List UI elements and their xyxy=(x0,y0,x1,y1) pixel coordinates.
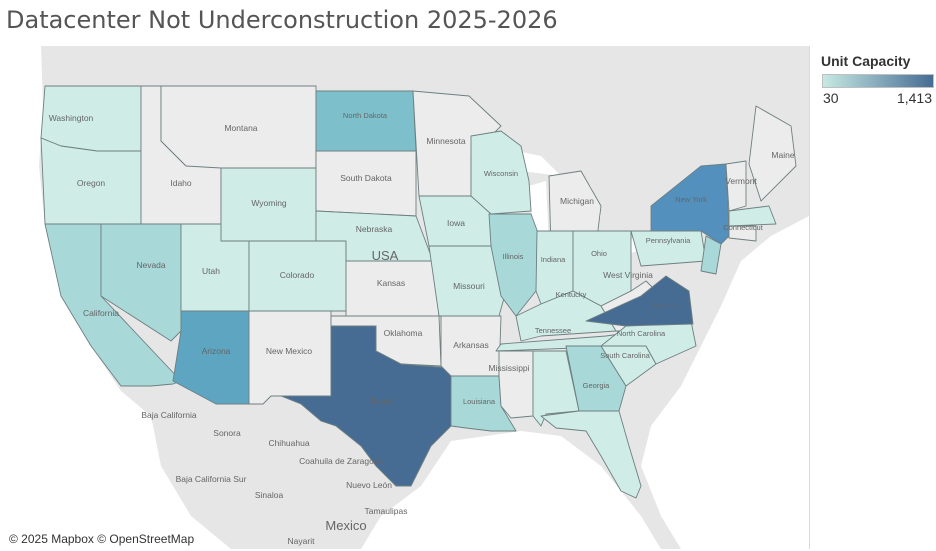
map-attribution[interactable]: © 2025 Mapbox © OpenStreetMap xyxy=(6,532,198,546)
state-vermont[interactable] xyxy=(725,160,747,212)
label-illinois: Illinois xyxy=(503,252,524,261)
label-colorado: Colorado xyxy=(280,270,315,280)
label-california: California xyxy=(83,308,119,318)
label-pennsylvania: Pennsylvania xyxy=(646,236,691,245)
map-title: Datacenter Not Underconstruction 2025-20… xyxy=(6,6,558,34)
label-coahuila: Coahuila de Zaragoza xyxy=(299,456,383,466)
label-tennessee: Tennessee xyxy=(535,326,571,335)
label-connecticut: Connecticut xyxy=(723,223,764,232)
label-indiana: Indiana xyxy=(541,255,566,264)
state-illinois[interactable] xyxy=(488,213,542,317)
atlantic-ocean xyxy=(641,216,809,549)
label-new-mexico: New Mexico xyxy=(266,346,313,356)
map-labels: Washington Oregon California Nevada Idah… xyxy=(49,111,795,546)
label-tamaulipas: Tamaulipas xyxy=(365,506,408,516)
label-west-virginia: West Virginia xyxy=(603,270,653,280)
legend-min-value: 30 xyxy=(823,90,839,106)
label-sinaloa: Sinaloa xyxy=(255,490,284,500)
label-north-carolina: North Carolina xyxy=(617,329,666,338)
state-alabama[interactable] xyxy=(532,350,580,427)
label-arizona: Arizona xyxy=(202,346,231,356)
label-wisconsin: Wisconsin xyxy=(484,169,518,178)
state-virginia[interactable] xyxy=(585,275,694,327)
state-connecticut[interactable] xyxy=(728,225,757,242)
state-new-york[interactable] xyxy=(650,163,730,245)
label-maine: Maine xyxy=(771,150,794,160)
label-sonora: Sonora xyxy=(213,428,241,438)
label-michigan: Michigan xyxy=(560,196,594,206)
state-north-dakota[interactable] xyxy=(315,90,417,152)
states-layer xyxy=(40,85,797,499)
label-oregon: Oregon xyxy=(77,178,106,188)
label-montana: Montana xyxy=(224,123,257,133)
legend-color-ramp xyxy=(822,74,934,88)
label-nevada: Nevada xyxy=(136,260,166,270)
label-north-dakota: North Dakota xyxy=(343,111,388,120)
state-florida[interactable] xyxy=(540,410,642,499)
label-arkansas: Arkansas xyxy=(453,340,488,350)
label-new-york: New York xyxy=(675,195,707,204)
label-ohio: Ohio xyxy=(591,249,607,258)
us-map[interactable]: Washington Oregon California Nevada Idah… xyxy=(1,46,809,549)
label-mississippi: Mississippi xyxy=(488,363,529,373)
label-south-dakota: South Dakota xyxy=(340,173,392,183)
label-mexico: Mexico xyxy=(325,518,366,533)
label-usa: USA xyxy=(372,248,399,263)
state-massachusetts[interactable] xyxy=(728,205,777,227)
map-canvas[interactable]: Washington Oregon California Nevada Idah… xyxy=(1,46,810,549)
label-wyoming: Wyoming xyxy=(251,198,287,208)
pacific-ocean xyxy=(1,46,231,549)
label-louisiana: Louisiana xyxy=(463,397,496,406)
label-south-carolina: South Carolina xyxy=(600,351,650,360)
legend-max-value: 1,413 xyxy=(896,90,932,106)
label-texas: Texas xyxy=(370,396,392,406)
state-wisconsin[interactable] xyxy=(470,130,532,215)
label-nebraska: Nebraska xyxy=(356,224,393,234)
state-kansas[interactable] xyxy=(345,260,440,317)
label-oklahoma: Oklahoma xyxy=(384,328,423,338)
state-new-jersey[interactable] xyxy=(700,235,722,275)
label-chihuahua: Chihuahua xyxy=(268,438,309,448)
label-washington: Washington xyxy=(49,113,94,123)
state-south-dakota[interactable] xyxy=(315,150,417,217)
label-utah: Utah xyxy=(202,266,220,276)
label-idaho: Idaho xyxy=(170,178,192,188)
label-georgia: Georgia xyxy=(583,381,611,390)
label-nayarit: Nayarit xyxy=(288,536,316,546)
state-maine[interactable] xyxy=(748,105,797,202)
label-minnesota: Minnesota xyxy=(426,136,465,146)
legend-title: Unit Capacity xyxy=(821,53,911,69)
gulf-of-mexico xyxy=(361,431,661,549)
state-new-mexico[interactable] xyxy=(248,310,332,405)
label-iowa: Iowa xyxy=(447,218,465,228)
label-kentucky: Kentucky xyxy=(556,290,587,299)
label-nuevo-leon: Nuevo León xyxy=(346,480,392,490)
state-mississippi[interactable] xyxy=(498,350,534,419)
label-vermont: Vermont xyxy=(725,176,757,186)
label-kansas: Kansas xyxy=(377,278,405,288)
state-missouri[interactable] xyxy=(428,245,507,317)
label-baja-california: Baja California xyxy=(141,410,197,420)
label-baja-california-sur: Baja California Sur xyxy=(176,474,247,484)
state-texas[interactable] xyxy=(280,325,452,487)
label-missouri: Missouri xyxy=(453,281,485,291)
label-virginia: Virginia xyxy=(654,301,680,310)
